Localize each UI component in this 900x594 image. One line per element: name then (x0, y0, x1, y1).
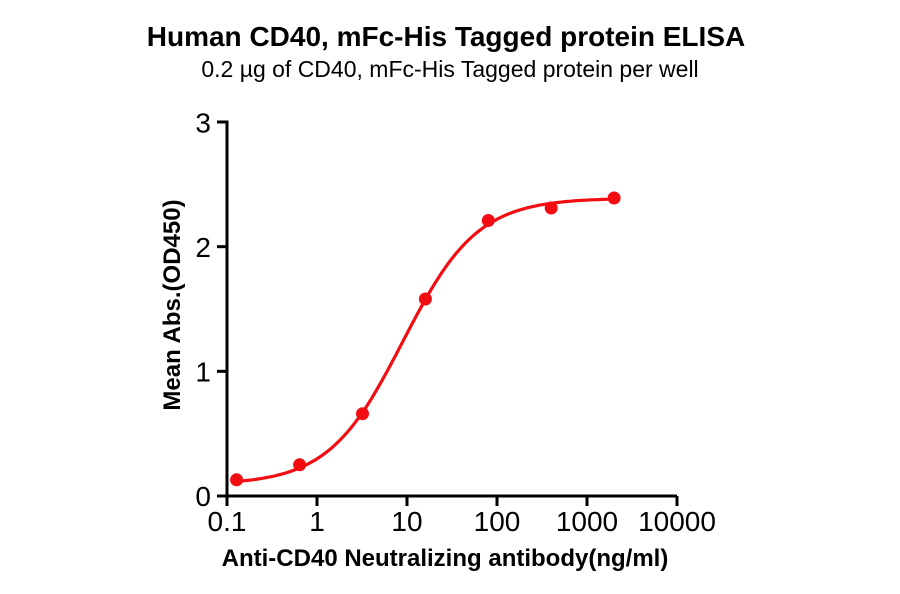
x-tick-label: 0.1 (208, 506, 247, 537)
y-tick-label: 1 (195, 357, 211, 388)
y-axis-tick-labels: 0 1 2 3 (195, 108, 211, 513)
fit-curve (235, 197, 616, 484)
data-points (230, 191, 621, 487)
x-axis-tick-labels: 0.1 1 10 100 1000 10000 (208, 506, 716, 537)
data-point (293, 458, 307, 472)
data-point (481, 214, 495, 227)
data-point (230, 473, 244, 487)
x-tick-label: 10000 (638, 506, 716, 537)
data-point (418, 292, 432, 306)
data-point (607, 191, 621, 205)
x-tick-label: 100 (474, 506, 521, 537)
y-tick-label: 2 (195, 232, 211, 263)
y-axis-ticks (217, 120, 227, 498)
y-tick-label: 3 (195, 108, 211, 139)
x-axis-title: Anti-CD40 Neutralizing antibody(ng/ml) (222, 545, 669, 572)
x-axis-ticks (225, 496, 679, 506)
data-point (544, 201, 558, 215)
y-axis-title: Mean Abs.(OD450) (159, 199, 186, 410)
x-tick-label: 1 (309, 506, 325, 537)
x-tick-label: 10 (391, 506, 422, 537)
chart-title: Human CD40, mFc-His Tagged protein ELISA (146, 21, 746, 52)
data-point (356, 407, 369, 421)
x-tick-label: 1000 (556, 506, 618, 537)
y-tick-label: 0 (195, 481, 211, 512)
chart-subtitle: 0.2 µg of CD40, mFc-His Tagged protein p… (201, 56, 699, 82)
